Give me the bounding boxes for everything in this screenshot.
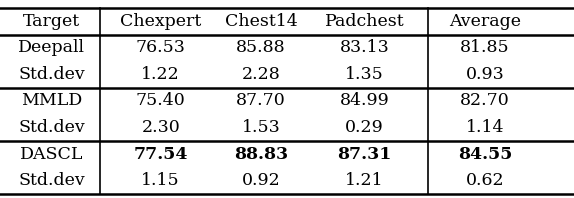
Text: Padchest: Padchest	[325, 13, 404, 30]
Text: Average: Average	[449, 13, 521, 30]
Text: Target: Target	[23, 13, 80, 30]
Text: 1.35: 1.35	[345, 66, 384, 83]
Text: Chest14: Chest14	[225, 13, 297, 30]
Text: 1.15: 1.15	[141, 172, 180, 189]
Text: 2.30: 2.30	[141, 119, 180, 136]
Text: 75.40: 75.40	[136, 92, 185, 109]
Text: 87.31: 87.31	[338, 146, 391, 163]
Text: 88.83: 88.83	[234, 146, 288, 163]
Text: 84.55: 84.55	[458, 146, 512, 163]
Text: 87.70: 87.70	[236, 92, 286, 109]
Text: 84.99: 84.99	[340, 92, 389, 109]
Text: 1.22: 1.22	[141, 66, 180, 83]
Text: 1.53: 1.53	[242, 119, 281, 136]
Text: 77.54: 77.54	[134, 146, 188, 163]
Text: Deepall: Deepall	[18, 39, 85, 56]
Text: 2.28: 2.28	[242, 66, 281, 83]
Text: 0.62: 0.62	[466, 172, 505, 189]
Text: 1.21: 1.21	[345, 172, 384, 189]
Text: 0.29: 0.29	[345, 119, 384, 136]
Text: Chexpert: Chexpert	[120, 13, 201, 30]
Text: DASCL: DASCL	[20, 146, 83, 163]
Text: 85.88: 85.88	[236, 39, 286, 56]
Text: 81.85: 81.85	[460, 39, 510, 56]
Text: Std.dev: Std.dev	[18, 172, 85, 189]
Text: Std.dev: Std.dev	[18, 119, 85, 136]
Text: 0.92: 0.92	[242, 172, 281, 189]
Text: MMLD: MMLD	[21, 92, 82, 109]
Text: 0.93: 0.93	[466, 66, 505, 83]
Text: 83.13: 83.13	[340, 39, 389, 56]
Text: 82.70: 82.70	[460, 92, 510, 109]
Text: 1.14: 1.14	[466, 119, 505, 136]
Text: Std.dev: Std.dev	[18, 66, 85, 83]
Text: 76.53: 76.53	[136, 39, 185, 56]
